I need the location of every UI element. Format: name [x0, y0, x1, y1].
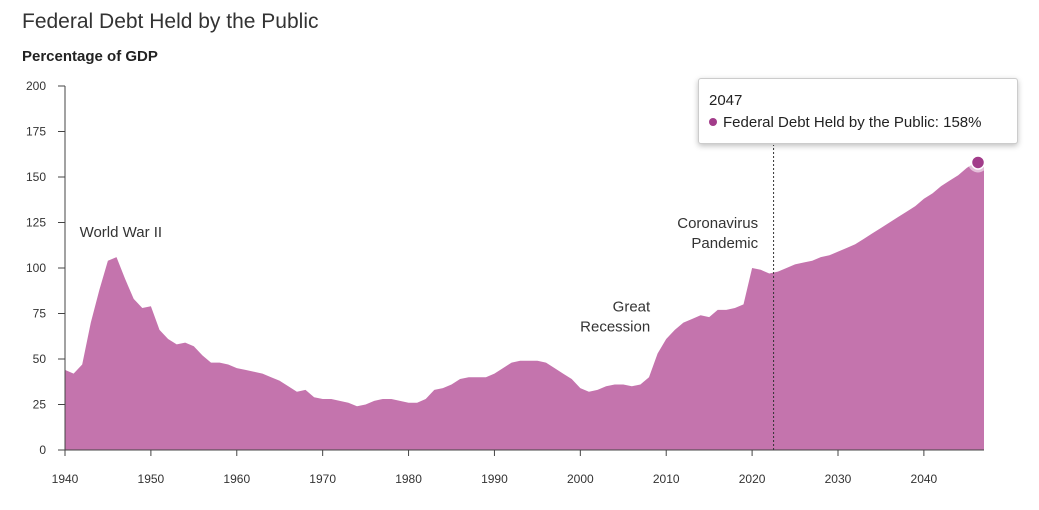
y-axis-title: Percentage of GDP — [22, 48, 158, 65]
tooltip-year: 2047 — [709, 92, 743, 109]
tooltip-series-dot — [709, 118, 717, 127]
annotation-label: Great Recession — [580, 298, 651, 335]
highlight-point — [970, 155, 986, 170]
tooltip-row: Federal Debt Held by the Public: 158% — [709, 113, 1017, 133]
x-tick-label: 2020 — [739, 472, 766, 486]
area-series — [65, 162, 984, 450]
chart-title: Federal Debt Held by the Public — [22, 10, 319, 33]
y-tick-label: 75 — [33, 307, 47, 321]
x-tick-label: 1990 — [481, 472, 508, 486]
tooltip-value: 158% — [943, 114, 982, 131]
annotation-line: Recession — [580, 318, 650, 335]
x-tick-label: 1950 — [138, 472, 165, 486]
y-tick-label: 175 — [26, 125, 46, 139]
y-tick-label: 0 — [39, 443, 46, 457]
tooltip: 2047 Federal Debt Held by the Public: 15… — [698, 78, 1018, 144]
y-tick-label: 100 — [26, 261, 46, 275]
y-tick-label: 25 — [33, 398, 47, 412]
y-tick-label: 200 — [26, 79, 46, 93]
annotation-label: World War II — [80, 224, 163, 241]
x-tick-label: 2030 — [825, 472, 852, 486]
y-tick-label: 150 — [26, 170, 46, 184]
x-tick-label: 1940 — [52, 472, 79, 486]
annotation-label: Coronavirus Pandemic — [677, 215, 758, 252]
x-tick-label: 2000 — [567, 472, 594, 486]
tooltip-series-label: Federal Debt Held by the Public: — [723, 114, 944, 131]
x-tick-label: 2040 — [911, 472, 938, 486]
y-tick-label: 50 — [33, 352, 47, 366]
x-tick-label: 1970 — [309, 472, 336, 486]
annotation-line: World War II — [80, 224, 163, 241]
x-tick-label: 1980 — [395, 472, 422, 486]
annotation-line: Great — [613, 298, 651, 315]
x-tick-label: 2010 — [653, 472, 680, 486]
y-tick-label: 125 — [26, 216, 46, 230]
annotation-line: Pandemic — [691, 235, 758, 252]
annotation-line: Coronavirus — [677, 215, 758, 232]
x-tick-label: 1960 — [223, 472, 250, 486]
